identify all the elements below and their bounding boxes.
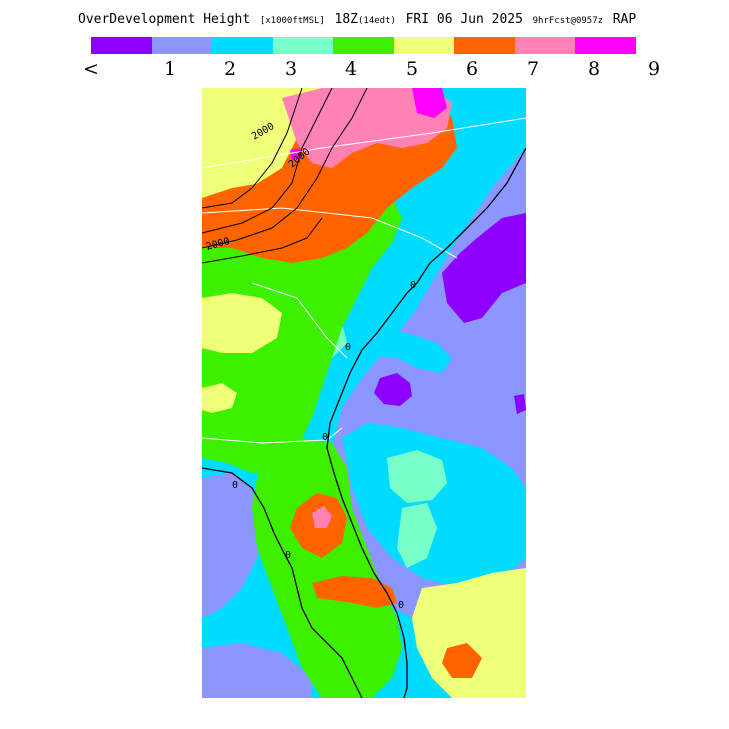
legend-swatch-5: [393, 37, 454, 54]
title-units: [x1000ftMSL]: [259, 16, 325, 26]
field-ocean-purple-small: [514, 394, 526, 414]
field-keys-orange: [442, 643, 482, 678]
legend-swatch-2: [212, 37, 273, 54]
chart-title: OverDevelopment Height [x1000ftMSL] 18Z(…: [78, 8, 678, 28]
contour-label: 0: [410, 280, 416, 291]
field-coastal-teal: [397, 503, 437, 568]
forecast-map-svg: 2000 2000 2000 0 0 0 0 0 0: [202, 88, 526, 698]
legend-ticks: < 1 2 3 4 5 6 7 8 9: [0, 58, 729, 80]
field-land-yellow-west: [202, 293, 282, 353]
field-land-magenta: [412, 88, 447, 118]
field-ocean-purple-mid: [374, 373, 412, 406]
contour-line-3: [202, 88, 368, 249]
legend-swatch-4: [333, 37, 394, 54]
contour-label: 0: [232, 480, 238, 491]
field-land-yellow-mid: [202, 383, 237, 413]
field-se-yellow: [412, 568, 526, 698]
coastline-gulf: [202, 467, 363, 698]
legend-tick: 2: [223, 58, 237, 80]
legend-swatch-1: [151, 37, 212, 54]
title-date: FRI 06 Jun 2025: [405, 12, 523, 27]
field-gulf-south: [202, 643, 312, 698]
field-land-orange-ridge: [202, 183, 297, 243]
legend-tick: 1: [163, 58, 177, 80]
legend-swatch-7: [514, 37, 575, 54]
field-florida-pink: [312, 506, 332, 528]
contour-label: 0: [285, 550, 291, 561]
legend-swatch-3: [272, 37, 333, 54]
legend-tick: 5: [405, 58, 419, 80]
field-land-green: [202, 198, 402, 473]
title-valid-time: 18Z: [334, 12, 358, 27]
field-florida-green: [252, 438, 402, 698]
title-local-time: (14edt): [357, 16, 396, 26]
forecast-map: 2000 2000 2000 0 0 0 0 0 0: [202, 88, 526, 698]
border-state-5: [326, 427, 343, 441]
border-state-3: [251, 282, 348, 359]
field-ocean-cyan: [352, 328, 452, 373]
legend-tick: 6: [465, 58, 479, 80]
color-legend: [91, 37, 636, 54]
title-product: OverDevelopment Height: [78, 12, 251, 27]
legend-tick: 7: [526, 58, 540, 80]
contour-line-4: [202, 217, 323, 264]
field-ocean-teal: [387, 450, 447, 503]
contour-label: 0: [322, 432, 328, 443]
contour-line-1: [202, 88, 303, 209]
contour-label: 0: [398, 600, 404, 611]
legend-swatch-0: [91, 37, 152, 54]
border-state-4: [202, 437, 328, 444]
field-south-florida-orange: [312, 576, 397, 608]
contour-label: 0: [345, 342, 351, 353]
border-state-1: [202, 117, 526, 169]
legend-swatch-6: [454, 37, 515, 54]
legend-swatch-8: [575, 37, 636, 54]
field-ocean-purple-north: [442, 213, 526, 323]
title-forecast: 9hrFcst@0957z: [532, 16, 604, 26]
border-state-2: [202, 207, 458, 259]
legend-tick: 8: [587, 58, 601, 80]
contour-line-2: [202, 88, 333, 234]
field-gulf-west: [202, 473, 262, 618]
legend-tick: 9: [647, 58, 661, 80]
legend-tick: 3: [284, 58, 298, 80]
legend-tick: <: [83, 58, 99, 80]
coastline-east: [326, 147, 526, 698]
legend-tick: 4: [344, 58, 358, 80]
title-model: RAP: [612, 12, 637, 27]
